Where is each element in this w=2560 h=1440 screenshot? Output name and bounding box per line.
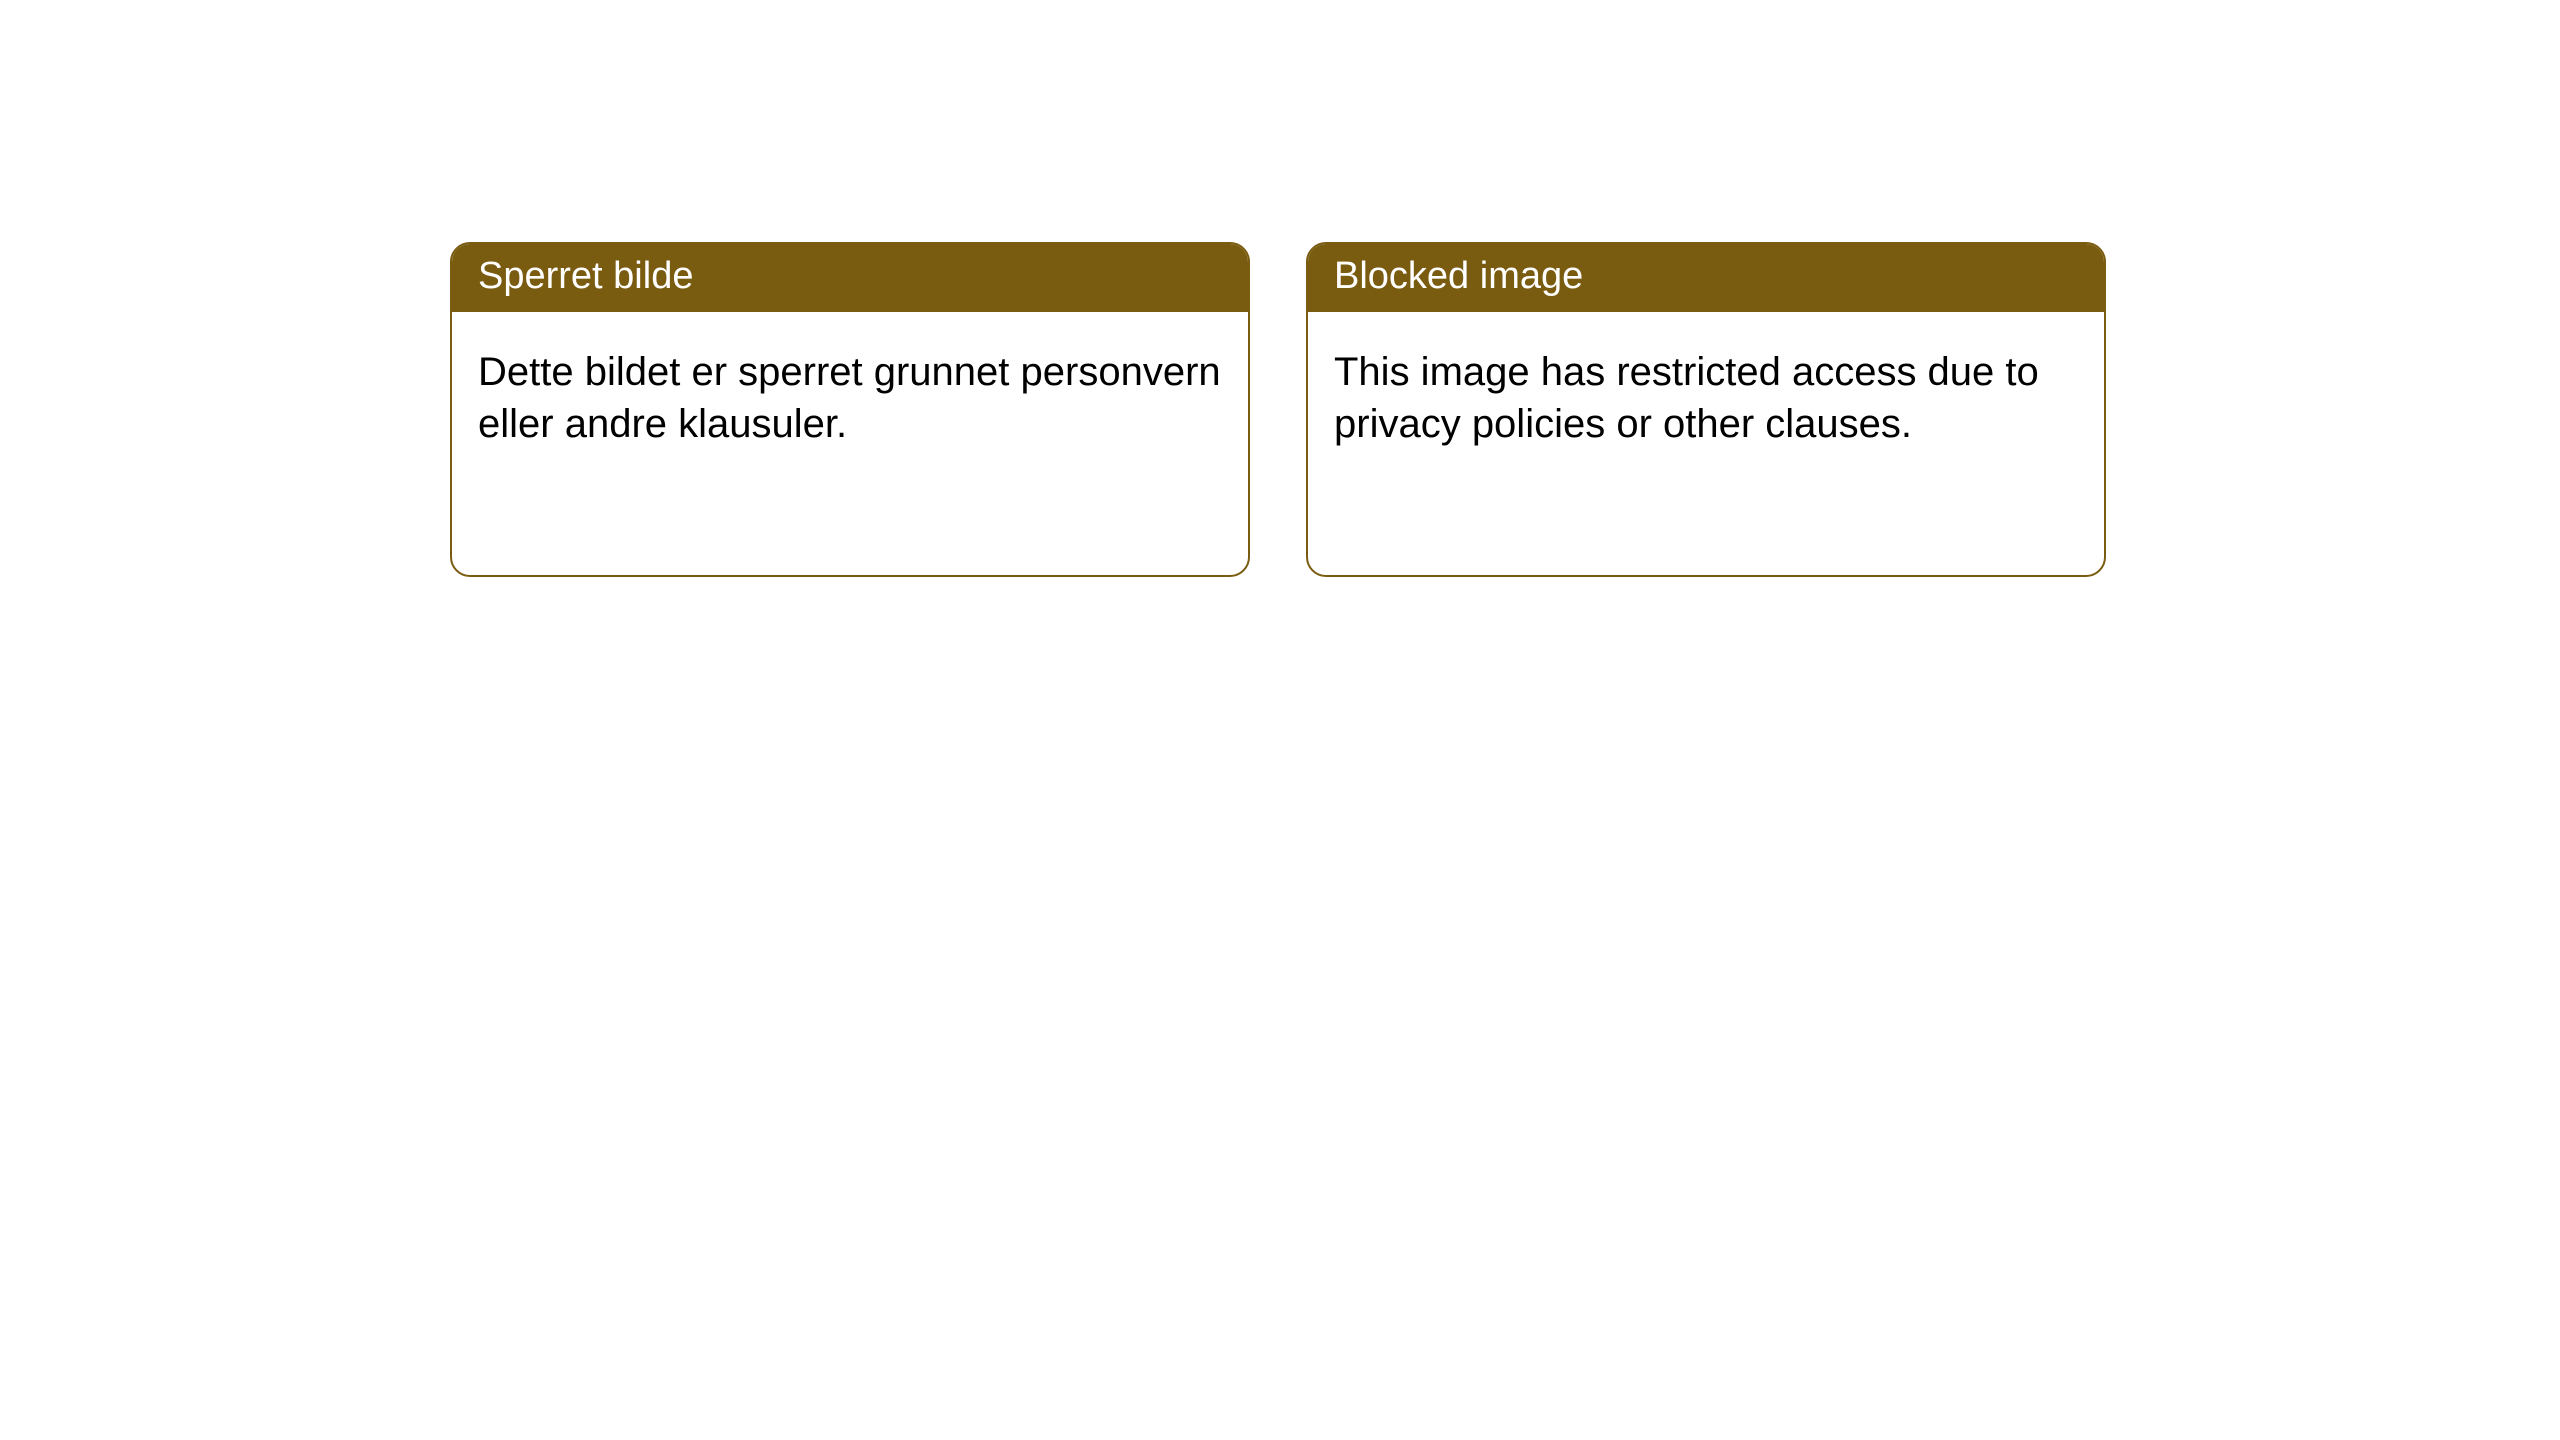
cards-container: Sperret bilde Dette bildet er sperret gr… — [450, 242, 2106, 577]
card-body-text: This image has restricted access due to … — [1308, 312, 2104, 484]
blocked-image-card-no: Sperret bilde Dette bildet er sperret gr… — [450, 242, 1250, 577]
card-title: Sperret bilde — [452, 244, 1248, 312]
blocked-image-card-en: Blocked image This image has restricted … — [1306, 242, 2106, 577]
card-body-text: Dette bildet er sperret grunnet personve… — [452, 312, 1248, 484]
card-title: Blocked image — [1308, 244, 2104, 312]
